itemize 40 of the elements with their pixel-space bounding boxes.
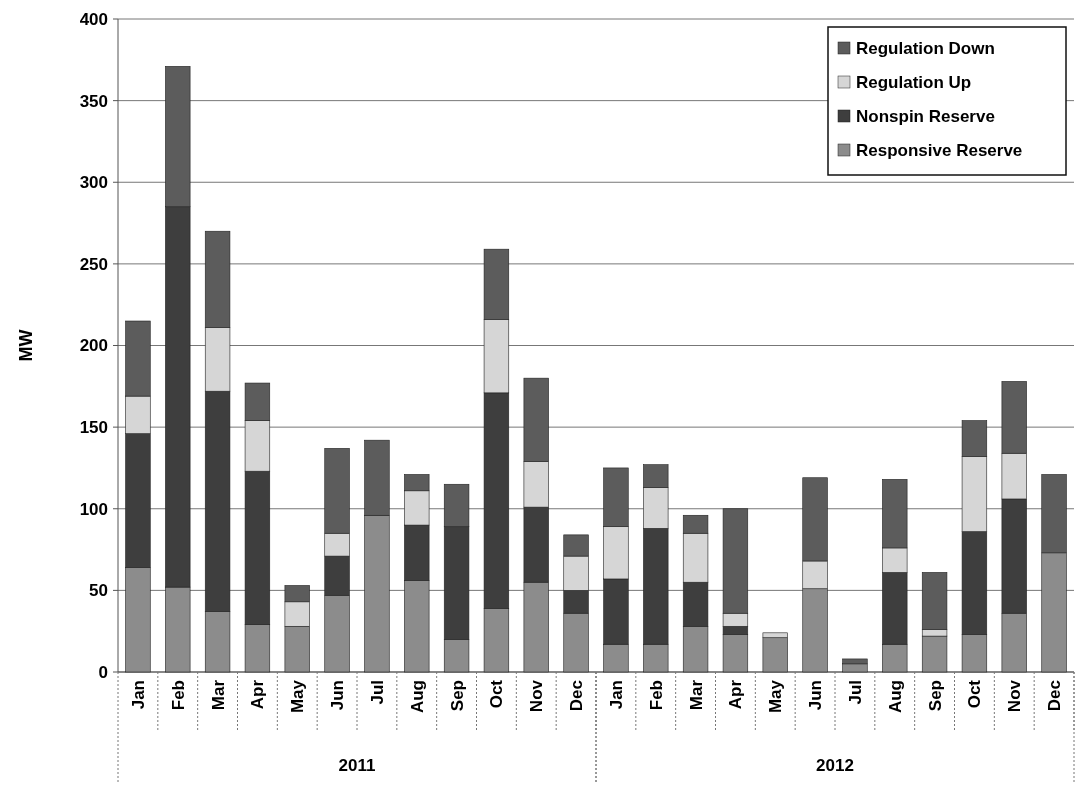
- x-tick-label: Mar: [208, 679, 228, 711]
- x-tick-label: Aug: [407, 680, 427, 714]
- x-tick-label: Nov: [527, 679, 547, 713]
- x-tick-label: Aug: [885, 680, 905, 714]
- x-tick-label: Oct: [487, 679, 507, 709]
- x-tick-label: May: [766, 679, 786, 714]
- y-tick-label: 50: [89, 581, 108, 601]
- y-tick-label: 350: [79, 91, 108, 111]
- y-tick-label: 100: [79, 499, 108, 519]
- y-tick-label: 0: [98, 662, 108, 682]
- legend-label: Regulation Up: [856, 72, 972, 92]
- y-tick-label: 300: [79, 173, 108, 193]
- legend-label: Responsive Reserve: [856, 140, 1023, 160]
- y-tick-label: 400: [79, 9, 108, 29]
- legend-label: Regulation Down: [856, 38, 995, 58]
- y-tick-label: 200: [79, 336, 108, 356]
- x-tick-label: Apr: [248, 679, 268, 710]
- x-tick-label: Jul: [845, 680, 865, 705]
- x-tick-label: Sep: [447, 680, 467, 712]
- x-tick-label: Jun: [806, 680, 826, 711]
- x-tick-label: May: [288, 679, 308, 714]
- x-tick-label: Jan: [128, 680, 148, 710]
- x-tick-label: Mar: [686, 679, 706, 711]
- x-tick-label: Nov: [1005, 679, 1025, 713]
- legend-label: Nonspin Reserve: [856, 106, 995, 126]
- x-tick-label: Jul: [367, 680, 387, 705]
- x-tick-label: Dec: [1045, 680, 1065, 712]
- x-tick-label: Apr: [726, 679, 746, 710]
- x-tick-label: Dec: [567, 680, 587, 712]
- x-tick-label: Sep: [925, 680, 945, 712]
- x-tick-label: Jan: [606, 680, 626, 710]
- y-tick-label: 250: [79, 254, 108, 274]
- text: 2012: [816, 756, 854, 775]
- x-tick-label: Jun: [328, 680, 348, 711]
- y-axis-title: MW: [16, 329, 36, 362]
- text: 2011: [338, 756, 376, 775]
- x-tick-label: Oct: [965, 679, 985, 709]
- y-tick-label: 150: [79, 418, 108, 438]
- x-tick-label: Feb: [646, 680, 666, 711]
- x-tick-label: Feb: [168, 680, 188, 711]
